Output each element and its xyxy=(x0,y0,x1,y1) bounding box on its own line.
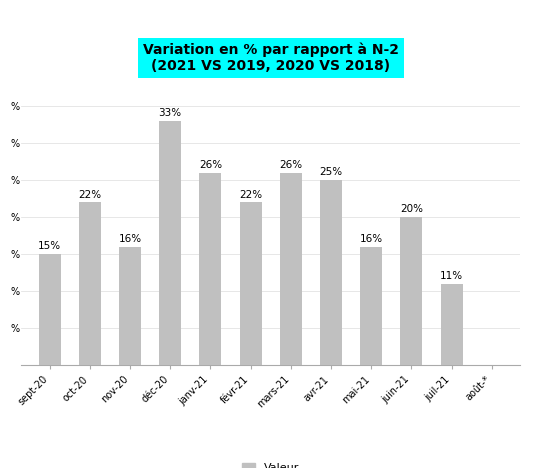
Bar xyxy=(79,203,101,365)
Bar xyxy=(400,217,422,365)
Bar xyxy=(360,247,382,365)
Legend: Valeur: Valeur xyxy=(237,458,304,468)
Text: 16%: 16% xyxy=(360,234,383,244)
Title: Variation en % par rapport à N-2
(2021 VS 2019, 2020 VS 2018): Variation en % par rapport à N-2 (2021 V… xyxy=(143,43,399,73)
Text: 11%: 11% xyxy=(440,271,463,281)
Bar xyxy=(119,247,141,365)
Text: 33%: 33% xyxy=(159,108,182,118)
Text: 16%: 16% xyxy=(118,234,142,244)
Bar xyxy=(199,173,221,365)
Text: 25%: 25% xyxy=(319,168,343,177)
Text: 22%: 22% xyxy=(78,190,101,199)
Text: 26%: 26% xyxy=(279,160,302,170)
Bar xyxy=(441,284,463,365)
Bar xyxy=(39,254,61,365)
Text: 22%: 22% xyxy=(239,190,262,199)
Bar xyxy=(280,173,302,365)
Text: 20%: 20% xyxy=(400,205,423,214)
Bar xyxy=(159,121,181,365)
Text: 15%: 15% xyxy=(38,241,61,251)
Bar xyxy=(240,203,262,365)
Text: 26%: 26% xyxy=(199,160,222,170)
Bar xyxy=(320,180,342,365)
